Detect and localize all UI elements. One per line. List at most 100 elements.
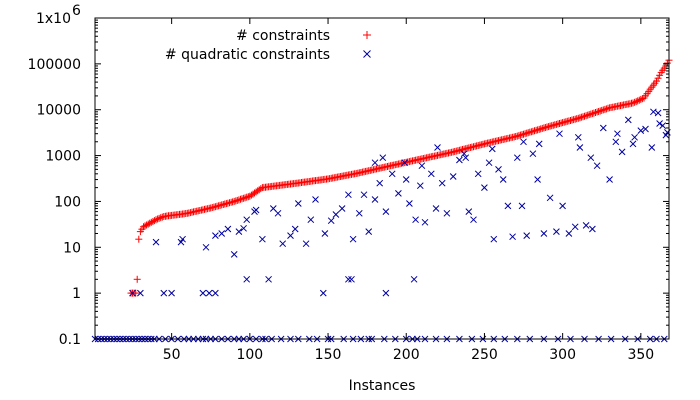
quadratic-constraints-point — [612, 138, 620, 146]
quadratic-constraints-point — [490, 235, 498, 243]
quadratic-constraints-point — [279, 240, 287, 248]
quadratic-constraints-point — [179, 235, 186, 243]
constraints-point — [257, 185, 265, 193]
quadratic-constraints-point — [574, 133, 582, 141]
constraints-point — [241, 194, 249, 202]
quadratic-constraints-point — [345, 191, 352, 199]
legend-label-quadratic-constraints: # quadratic constraints — [165, 47, 330, 63]
y-axis-ticks: 0.1 1 10 100 1000 10000 100000 1x10 6 — [28, 3, 669, 348]
quadratic-constraints-point — [349, 235, 357, 243]
quadratic-constraints-point — [499, 176, 507, 183]
quadratic-constraints-point — [160, 289, 168, 297]
constraints-point — [635, 96, 643, 104]
quadratic-constraints-point — [518, 202, 526, 210]
quadratic-constraints-point — [629, 140, 637, 148]
quadratic-constraints-point — [365, 228, 373, 235]
quadratic-constraints-point — [406, 200, 413, 207]
constraints-point — [152, 216, 160, 224]
quadratic-constraints-point — [509, 233, 516, 241]
quadratic-constraints-point — [355, 209, 363, 217]
y-tick-label: 10 — [63, 240, 81, 256]
quadratic-constraints-point — [410, 275, 418, 283]
quadratic-constraints-point — [546, 194, 554, 202]
quadratic-constraints-point — [659, 122, 667, 129]
constraints-point — [634, 97, 642, 105]
quadratic-constraints-point — [434, 144, 441, 151]
quadratic-constraints-point — [416, 182, 424, 190]
quadratic-constraints-point — [332, 211, 340, 218]
quadratic-constraints-point — [495, 166, 502, 173]
quadratic-constraints-point — [312, 196, 319, 203]
quadratic-constraints-point — [252, 206, 260, 214]
quadratic-constraints-point — [488, 145, 496, 153]
constraints-point — [157, 214, 165, 222]
quadratic-constraints-point — [274, 209, 282, 217]
quadratic-constraints-point — [540, 230, 548, 237]
quadratic-constraints-point — [421, 218, 429, 226]
quadratic-constraints-point — [456, 156, 463, 164]
quadratic-constraints-point — [202, 243, 210, 251]
constraints-point — [140, 223, 147, 231]
quadratic-constraints-point — [485, 159, 493, 167]
quadratic-constraints-point — [662, 131, 670, 139]
y-tick-label-top: 1x10 — [36, 11, 71, 27]
quadratic-constraints-point — [345, 275, 352, 283]
constraints-point — [150, 217, 158, 225]
quadratic-constraints-point — [218, 230, 226, 237]
quadratic-constraints-point — [559, 202, 566, 210]
quadratic-constraints-point — [212, 232, 219, 239]
quadratic-constraints-point — [656, 120, 663, 127]
constraints-point — [133, 275, 141, 283]
constraints-point — [631, 98, 639, 106]
series-quadratic-constraints-marks — [91, 108, 671, 343]
x-tick-label: 300 — [549, 347, 576, 363]
quadratic-constraints-point — [650, 108, 657, 116]
quadratic-constraints-point — [462, 154, 470, 162]
quadratic-constraints-point — [582, 222, 590, 229]
constraints-point — [663, 59, 671, 67]
quadratic-constraints-point — [388, 170, 396, 178]
quadratic-constraints-point — [382, 208, 390, 215]
legend: # constraints # quadratic constraints — [165, 28, 371, 63]
x-tick-label: 100 — [236, 347, 263, 363]
quadratic-constraints-point — [212, 289, 219, 297]
legend-label-constraints: # constraints — [236, 28, 330, 44]
constraints-point — [656, 71, 664, 79]
constraints-point — [637, 95, 645, 103]
quadratic-constraints-point — [243, 216, 251, 224]
constraints-point — [654, 74, 662, 82]
quadratic-constraints-point — [587, 154, 595, 162]
quadratic-constraints-point — [513, 154, 521, 162]
quadratic-constraints-point — [535, 140, 543, 148]
quadratic-constraints-point — [529, 150, 537, 158]
quadratic-constraints-point — [291, 225, 299, 233]
quadratic-constraints-point — [599, 124, 607, 132]
constraints-point — [155, 214, 163, 222]
quadratic-constraints-point — [449, 173, 457, 180]
x-tick-label: 150 — [315, 347, 342, 363]
quadratic-constraints-point — [606, 176, 613, 183]
constraints-point — [154, 215, 162, 223]
quadratic-constraints-point — [379, 154, 387, 162]
constraints-point — [629, 99, 637, 107]
quadratic-constraints-point — [321, 230, 329, 237]
quadratic-constraints-point — [614, 130, 621, 138]
quadratic-constraints-point — [348, 275, 355, 283]
constraints-point — [584, 111, 592, 119]
constraints-point — [147, 218, 155, 226]
constraints-point — [590, 109, 598, 117]
y-tick-label: 0.1 — [59, 332, 81, 348]
quadratic-constraints-point — [589, 225, 596, 233]
quadratic-constraints-point — [593, 162, 601, 170]
quadratic-constraints-point — [523, 232, 531, 239]
constraints-point — [149, 218, 157, 225]
constraints-point — [144, 220, 152, 228]
series-constraints-marks — [127, 56, 673, 297]
quadratic-constraints-point — [137, 289, 144, 297]
quadratic-constraints-point — [382, 289, 390, 297]
y-tick-label: 100000 — [28, 57, 81, 73]
quadratic-constraints-point — [642, 125, 649, 133]
quadratic-constraints-point — [302, 240, 310, 248]
x-axis-label: Instances — [349, 378, 416, 394]
